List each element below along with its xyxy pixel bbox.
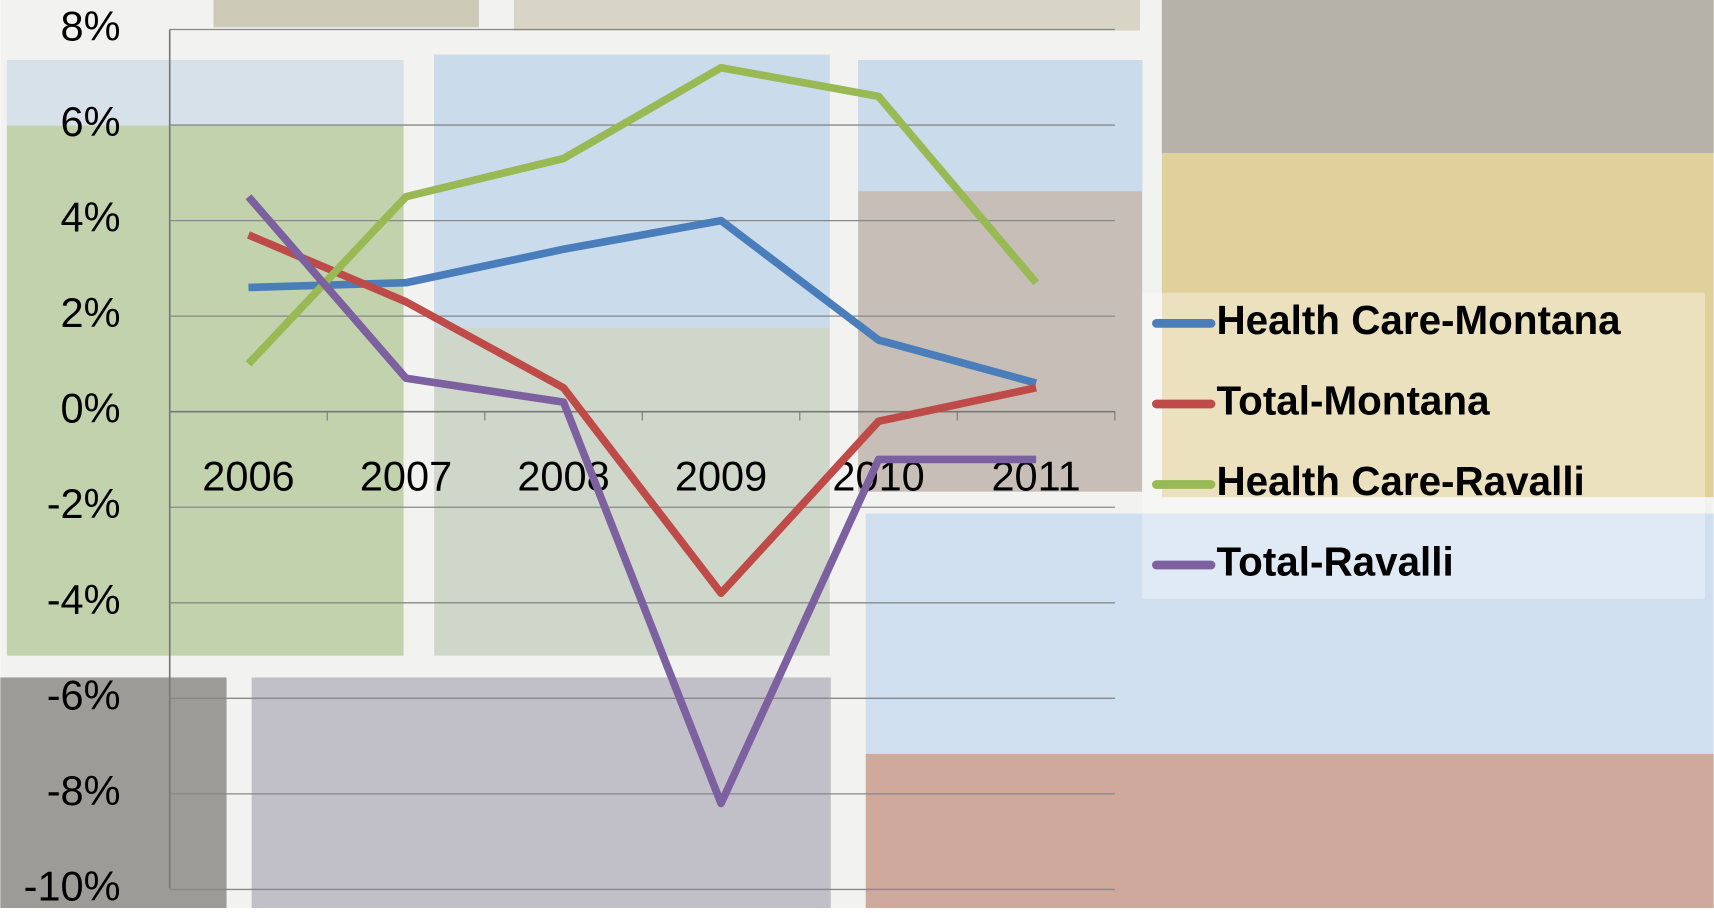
x-tick-label: 2009 <box>675 452 767 499</box>
y-tick-label: 0% <box>61 385 121 432</box>
legend-label: Health Care-Ravalli <box>1216 458 1584 504</box>
y-tick-label: 6% <box>61 98 121 145</box>
legend-label: Total-Montana <box>1216 378 1490 424</box>
legend-label: Total-Ravalli <box>1216 539 1453 585</box>
y-tick-label: -6% <box>47 671 121 718</box>
legend-label: Health Care-Montana <box>1216 297 1621 343</box>
y-tick-label: -10% <box>24 862 121 908</box>
y-tick-label: 8% <box>61 2 121 49</box>
x-tick-label: 2007 <box>360 452 452 499</box>
y-tick-label: 2% <box>61 289 121 336</box>
y-tick-label: -4% <box>47 576 121 623</box>
y-tick-label: -2% <box>47 480 121 527</box>
y-tick-label: 4% <box>61 194 121 241</box>
chart: -10%-8%-6%-4%-2%0%2%4%6%8%20062007200820… <box>0 0 1714 908</box>
x-tick-label: 2006 <box>202 452 294 499</box>
y-tick-label: -8% <box>47 767 121 814</box>
